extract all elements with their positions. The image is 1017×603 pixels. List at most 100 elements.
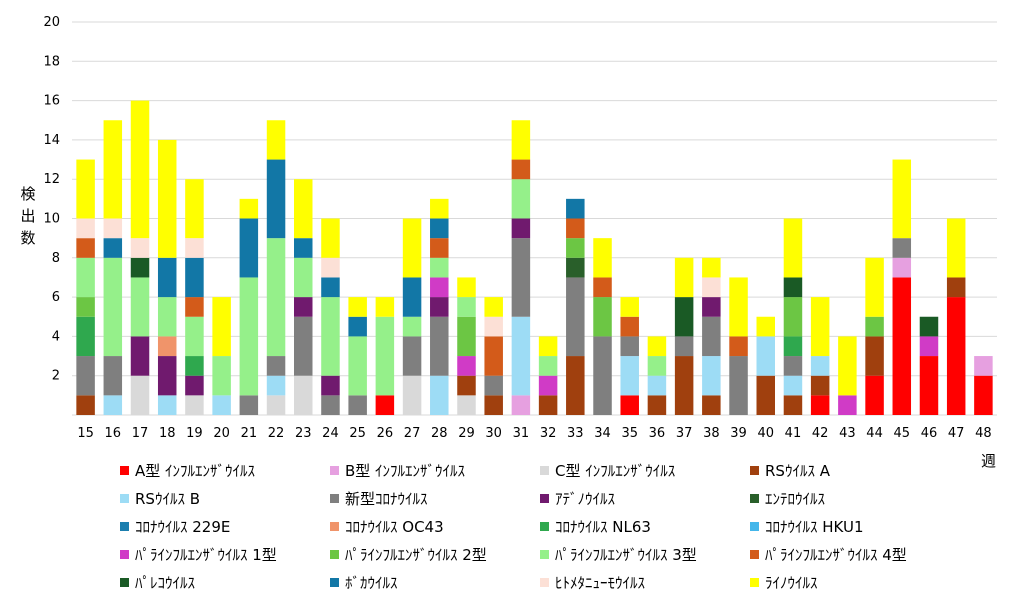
bar-segment bbox=[239, 198, 259, 219]
x-tick-label: 32 bbox=[540, 426, 557, 441]
bar-segment bbox=[430, 257, 449, 278]
bar-segment bbox=[838, 336, 857, 396]
x-tick-label: 36 bbox=[649, 426, 666, 441]
bar-segment bbox=[266, 120, 286, 160]
bar-segment bbox=[484, 395, 503, 415]
legend-item: ﾎﾞｶｳｲﾙｽ bbox=[330, 572, 398, 593]
bar-segment bbox=[538, 356, 558, 376]
bar-segment bbox=[838, 395, 857, 415]
legend-item: ﾊﾟﾗｲﾝﾌﾙｴﾝｻﾞｳｲﾙｽ 3型 bbox=[540, 544, 697, 565]
x-tick-label: 29 bbox=[458, 426, 475, 441]
bar-segment bbox=[511, 159, 531, 180]
x-tick-label: 38 bbox=[703, 426, 720, 441]
bar-segment bbox=[538, 336, 558, 357]
x-tick-label: 28 bbox=[431, 426, 448, 441]
x-tick-label: 27 bbox=[404, 426, 421, 441]
bar-segment bbox=[185, 238, 204, 258]
x-tick-label: 40 bbox=[757, 426, 774, 441]
bar-segment bbox=[185, 257, 204, 298]
legend-swatch bbox=[330, 550, 339, 559]
bar-segment bbox=[185, 395, 204, 415]
bar-segment bbox=[783, 297, 803, 337]
bar-segment bbox=[865, 316, 884, 337]
x-tick-label: 44 bbox=[866, 426, 883, 441]
bar-segment bbox=[321, 218, 340, 258]
legend-item: C型 ｲﾝﾌﾙｴﾝｻﾞｳｲﾙｽ bbox=[540, 460, 675, 481]
legend-label: ｺﾛﾅｳｲﾙｽ HKU1 bbox=[765, 518, 864, 536]
legend-label: ｺﾛﾅｳｲﾙｽ OC43 bbox=[345, 518, 444, 536]
x-tick-label: 39 bbox=[730, 426, 747, 441]
x-tick-label: 24 bbox=[322, 426, 339, 441]
bar-segment bbox=[566, 277, 585, 357]
legend-label: ｺﾛﾅｳｲﾙｽ NL63 bbox=[555, 518, 651, 536]
bar-segment bbox=[266, 356, 286, 376]
bar-segment bbox=[729, 356, 748, 415]
bar-segment bbox=[185, 356, 204, 376]
bar-segment bbox=[674, 297, 694, 337]
x-tick-label: 46 bbox=[921, 426, 938, 441]
x-tick-label: 25 bbox=[349, 426, 366, 441]
bar-segment bbox=[566, 356, 585, 415]
bar-segment bbox=[593, 277, 612, 298]
legend-item: ｱﾃﾞﾉｳｲﾙｽ bbox=[540, 488, 615, 509]
x-tick-label: 22 bbox=[268, 426, 285, 441]
bar-segment bbox=[674, 356, 694, 415]
legend-item: RSｳｲﾙｽ A bbox=[750, 460, 830, 481]
bar-segment bbox=[702, 356, 721, 396]
legend-item: ｺﾛﾅｳｲﾙｽ HKU1 bbox=[750, 516, 864, 537]
bar-segment bbox=[457, 316, 476, 357]
bar-segment bbox=[810, 395, 830, 415]
bar-segment bbox=[620, 297, 639, 317]
x-tick-label: 30 bbox=[485, 426, 502, 441]
bar-segment bbox=[457, 356, 476, 376]
bar-segment bbox=[103, 356, 123, 396]
bar-segment bbox=[430, 375, 449, 415]
legend-label: ﾊﾟﾚｺｳｲﾙｽ bbox=[135, 574, 196, 592]
legend-label: ﾊﾟﾗｲﾝﾌﾙｴﾝｻﾞｳｲﾙｽ 2型 bbox=[345, 546, 487, 564]
x-tick-label: 21 bbox=[241, 426, 258, 441]
bar-segment bbox=[810, 375, 830, 396]
bar-segment bbox=[103, 257, 123, 357]
bar-segment bbox=[484, 316, 503, 337]
legend-label: ﾋﾄﾒﾀﾆｭｰﾓｳｲﾙｽ bbox=[555, 574, 646, 592]
y-tick-label: 16 bbox=[43, 94, 60, 109]
bar-segment bbox=[157, 297, 177, 337]
bar-segment bbox=[946, 297, 966, 415]
bar-segment bbox=[511, 395, 531, 415]
x-axis-label: 週 bbox=[981, 452, 997, 470]
bar-segment bbox=[702, 395, 721, 415]
bar-segment bbox=[457, 395, 476, 415]
bar-segment bbox=[430, 316, 449, 376]
bar-segment bbox=[919, 316, 939, 337]
x-tick-label: 34 bbox=[594, 426, 611, 441]
bar-segment bbox=[783, 395, 803, 415]
bar-segment bbox=[348, 316, 367, 337]
y-tick-label: 8 bbox=[52, 251, 60, 266]
legend-swatch bbox=[540, 522, 549, 531]
bar-segment bbox=[430, 238, 449, 258]
legend-label: B型 ｲﾝﾌﾙｴﾝｻﾞｳｲﾙｽ bbox=[345, 462, 466, 480]
bar-segment bbox=[892, 277, 912, 415]
bar-segment bbox=[593, 238, 612, 278]
bar-segment bbox=[430, 277, 449, 298]
bar-segment bbox=[647, 336, 667, 357]
legend-item: ｺﾛﾅｳｲﾙｽ OC43 bbox=[330, 516, 444, 537]
bar-segment bbox=[402, 218, 422, 278]
bar-segment bbox=[185, 375, 204, 396]
bar-segment bbox=[157, 139, 177, 258]
bar-segment bbox=[375, 316, 395, 396]
legend-item: ｴﾝﾃﾛｳｲﾙｽ bbox=[750, 488, 825, 509]
bar-segment bbox=[76, 316, 95, 357]
bar-segment bbox=[294, 238, 313, 258]
y-tick-label: 6 bbox=[52, 290, 60, 305]
x-tick-label: 20 bbox=[213, 426, 230, 441]
bar-segment bbox=[810, 297, 830, 357]
y-tick-label: 10 bbox=[43, 212, 60, 227]
bar-segment bbox=[511, 218, 531, 239]
bar-segment bbox=[321, 297, 340, 376]
bar-segment bbox=[266, 395, 286, 415]
bar-segment bbox=[620, 356, 639, 396]
bar-segment bbox=[702, 257, 721, 278]
bar-segment bbox=[348, 395, 367, 415]
